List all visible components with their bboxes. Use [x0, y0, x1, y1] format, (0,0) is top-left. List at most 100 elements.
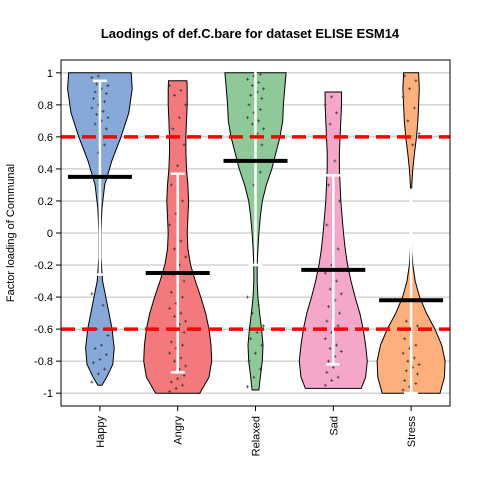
violin-angry: [143, 80, 213, 394]
data-point: [90, 380, 94, 384]
x-tick-label: Happy: [95, 416, 107, 448]
data-point: [328, 346, 332, 350]
y-tick-label: -0.4: [34, 292, 53, 304]
data-point: [173, 247, 176, 251]
y-tick-label: 0: [47, 228, 53, 240]
data-point: [184, 364, 188, 368]
reference-lines: [61, 135, 450, 331]
y-tick-label: 0.2: [38, 196, 53, 208]
data-point: [416, 324, 419, 328]
data-point: [323, 103, 327, 107]
data-point: [414, 343, 418, 347]
y-tick-label: 0.6: [38, 132, 53, 144]
data-point: [250, 311, 254, 315]
data-point: [333, 159, 337, 163]
data-point: [327, 359, 330, 363]
data-point: [101, 303, 105, 307]
data-point: [168, 351, 172, 355]
data-point: [169, 183, 173, 187]
data-point: [169, 380, 173, 384]
data-point: [262, 324, 265, 328]
x-tick-label: Sad: [328, 416, 340, 436]
data-point: [258, 170, 262, 174]
data-point: [168, 306, 172, 310]
data-point: [90, 106, 94, 110]
data-point: [103, 143, 107, 147]
data-point: [106, 116, 110, 120]
data-point: [336, 375, 340, 379]
data-point: [98, 358, 102, 362]
data-point: [246, 385, 249, 389]
data-point: [252, 375, 256, 379]
y-axis-label: Factor loading of Communal: [5, 164, 17, 302]
data-point: [330, 95, 334, 99]
data-point: [100, 343, 103, 347]
data-point: [247, 359, 251, 363]
data-point: [335, 111, 338, 115]
data-point: [401, 351, 405, 355]
data-point: [168, 84, 172, 88]
data-point: [90, 76, 94, 80]
data-point: [168, 390, 172, 394]
data-point: [250, 122, 254, 126]
data-point: [104, 353, 108, 357]
data-point: [169, 290, 173, 294]
data-point: [336, 247, 340, 251]
x-tick-label: Relaxed: [251, 416, 263, 456]
chart-title: Laodings of def.C.bare for dataset ELISE…: [101, 26, 400, 41]
plot-frame: [60, 59, 451, 407]
data-point: [182, 330, 186, 334]
violin-stress: [376, 72, 446, 395]
data-point: [93, 90, 97, 94]
data-point: [171, 127, 175, 131]
data-point: [249, 93, 253, 97]
data-point: [173, 359, 176, 363]
data-point: [412, 106, 416, 110]
data-point: [404, 369, 408, 373]
data-point: [168, 223, 172, 227]
data-point: [106, 84, 110, 88]
data-point: [101, 109, 105, 113]
data-point: [93, 346, 97, 350]
data-point: [90, 292, 94, 296]
data-point: [246, 295, 249, 299]
data-point: [262, 87, 265, 91]
y-tick-label: 0.8: [38, 100, 53, 112]
data-point: [325, 223, 329, 227]
y-tick-label: -0.2: [34, 260, 53, 272]
data-point: [246, 116, 249, 120]
data-point: [328, 122, 332, 126]
data-point: [169, 340, 173, 344]
data-point: [336, 324, 340, 328]
data-point: [257, 303, 261, 307]
data-point: [176, 164, 180, 168]
data-point: [247, 103, 251, 107]
data-point: [403, 378, 407, 382]
violin-sad: [298, 91, 368, 389]
data-point: [339, 350, 343, 354]
data-point: [179, 356, 183, 360]
data-point: [184, 319, 188, 323]
x-axis: Happy Angry Relaxed Sad Stress: [95, 406, 418, 456]
violin-happy: [67, 72, 133, 386]
data-point: [417, 132, 421, 136]
data-point: [182, 279, 186, 283]
data-point: [104, 92, 108, 96]
data-point: [338, 199, 342, 203]
y-tick-label: -0.8: [34, 356, 53, 368]
y-tick-label: 1: [47, 68, 53, 80]
data-point: [335, 279, 338, 283]
data-point: [249, 337, 253, 341]
data-point: [173, 314, 176, 318]
data-point: [403, 337, 407, 341]
data-point: [92, 361, 95, 365]
data-point: [93, 122, 97, 126]
data-point: [406, 119, 410, 123]
data-point: [254, 351, 257, 355]
data-point: [181, 295, 184, 299]
data-point: [323, 383, 327, 387]
x-tick-label: Angry: [173, 416, 185, 445]
data-point: [176, 377, 180, 381]
data-point: [257, 80, 261, 84]
data-point: [338, 311, 342, 315]
